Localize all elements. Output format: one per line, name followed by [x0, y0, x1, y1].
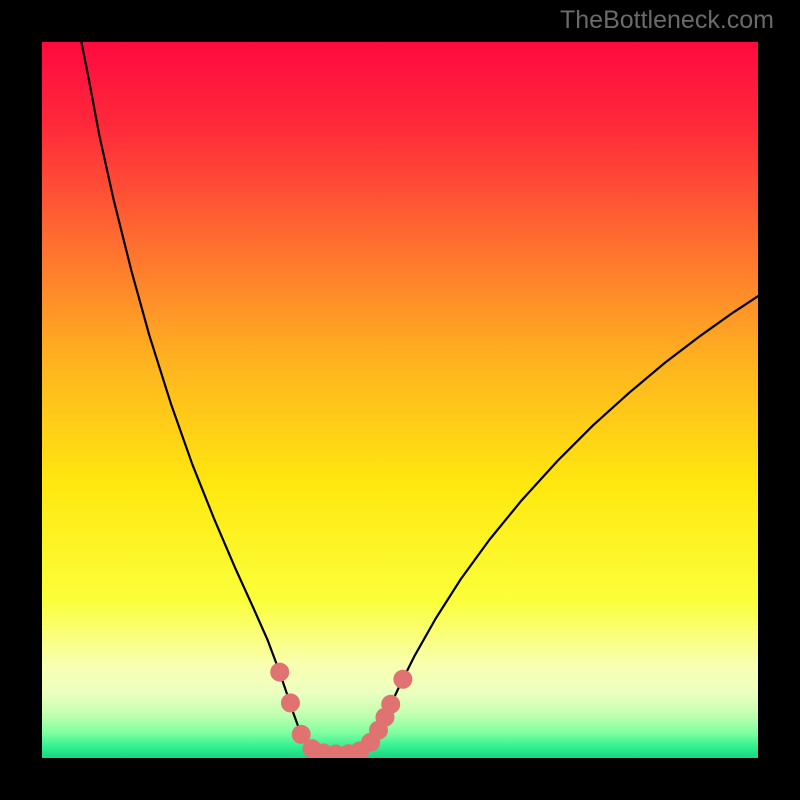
marker-dot	[281, 694, 299, 712]
watermark-text: TheBottleneck.com	[560, 6, 774, 35]
marker-dot	[382, 695, 400, 713]
curve-layer	[42, 42, 758, 758]
chart-container: TheBottleneck.com	[0, 0, 800, 800]
bottleneck-curve	[81, 42, 758, 754]
marker-dot	[394, 670, 412, 688]
plot-area	[42, 42, 758, 758]
marker-dot	[271, 663, 289, 681]
